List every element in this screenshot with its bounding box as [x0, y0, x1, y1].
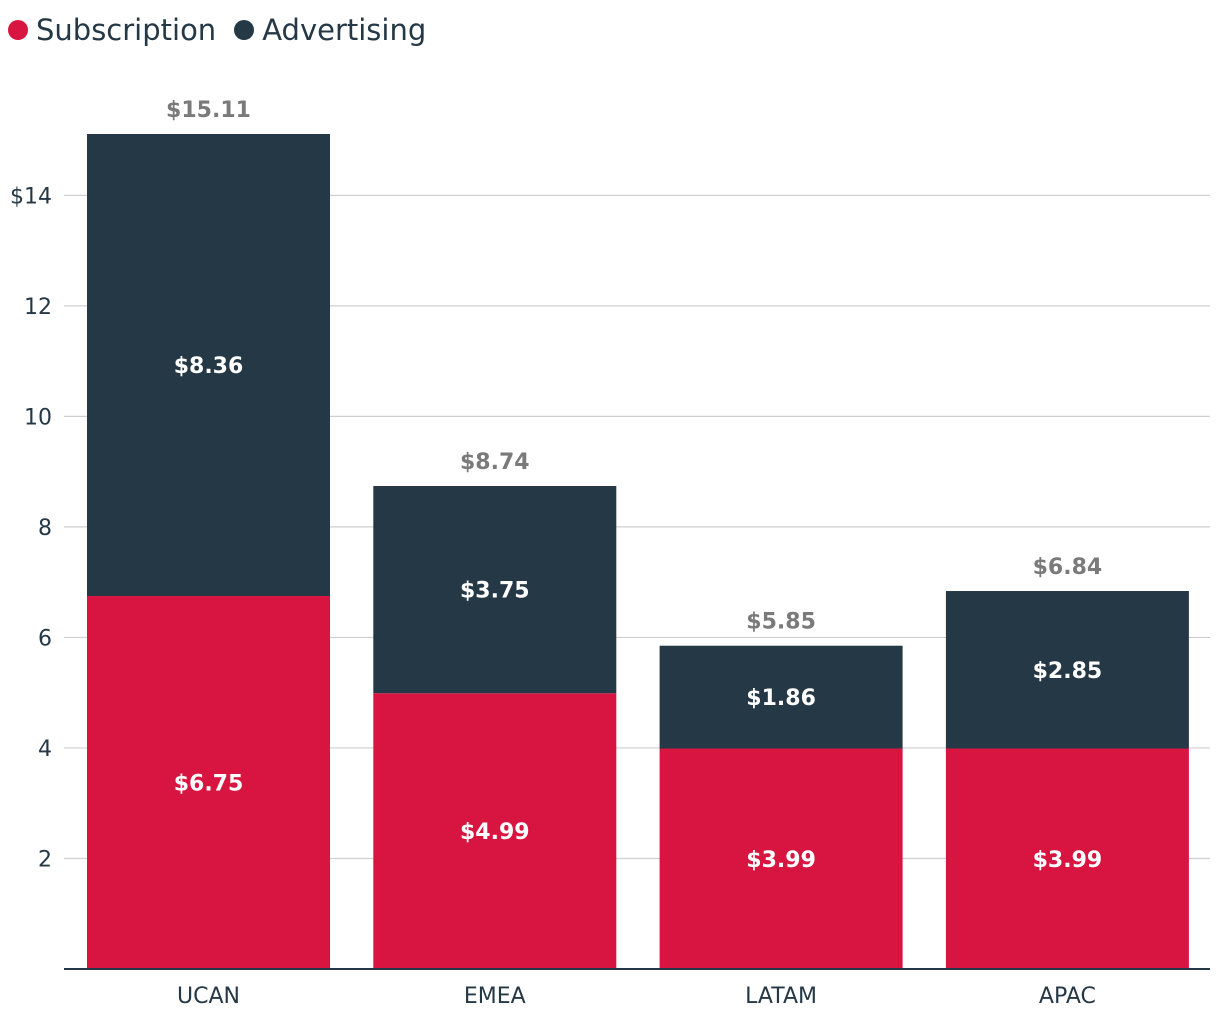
bar-emea-subscription[interactable] — [373, 693, 617, 969]
total-label-ucan: $15.11 — [166, 98, 251, 123]
data-label-ucan-subscription: $6.75 — [174, 771, 244, 796]
x-tick-label-emea: EMEA — [464, 984, 526, 1009]
chart-legend: Subscription Advertising — [8, 10, 426, 50]
legend-item-advertising[interactable]: Advertising — [234, 13, 426, 47]
data-label-emea-advertising: $3.75 — [460, 579, 530, 604]
y-tick-label-12: 12 — [24, 295, 52, 320]
x-tick-label-ucan: UCAN — [177, 984, 240, 1009]
y-tick-label-8: 8 — [38, 516, 52, 541]
legend-label-advertising: Advertising — [262, 13, 427, 47]
data-label-apac-advertising: $2.85 — [1033, 659, 1103, 684]
y-tick-label-10: 10 — [24, 405, 52, 430]
y-tick-label-6: 6 — [38, 626, 52, 651]
data-label-latam-subscription: $3.99 — [746, 848, 816, 873]
total-label-emea: $8.74 — [460, 450, 530, 475]
y-tick-label-14: $14 — [10, 184, 52, 209]
bar-apac-advertising[interactable] — [945, 591, 1189, 749]
bar-latam-advertising[interactable] — [659, 645, 903, 749]
bar-ucan-advertising[interactable] — [87, 134, 330, 596]
bar-apac-subscription[interactable] — [945, 748, 1189, 969]
bar-latam-subscription[interactable] — [659, 748, 903, 969]
legend-item-subscription[interactable]: Subscription — [8, 13, 216, 47]
y-tick-label-2: 2 — [38, 847, 52, 872]
data-label-ucan-advertising: $8.36 — [174, 354, 244, 379]
legend-swatch-subscription — [8, 20, 28, 40]
total-label-latam: $5.85 — [746, 610, 816, 635]
data-label-latam-advertising: $1.86 — [746, 686, 816, 711]
bars — [87, 134, 1189, 969]
data-label-apac-subscription: $3.99 — [1033, 848, 1103, 873]
bar-emea-advertising[interactable] — [373, 486, 617, 694]
labels: 2 4 6 8 10 12 $14 $6.75 $8.36 $15.11 UCAN $4.99 $3.7… — [10, 98, 1102, 1009]
total-label-apac: $6.84 — [1033, 555, 1103, 580]
data-label-emea-subscription: $4.99 — [460, 820, 530, 845]
bar-ucan-subscription[interactable] — [87, 595, 330, 969]
y-tick-label-4: 4 — [38, 737, 52, 762]
x-tick-label-apac: APAC — [1039, 984, 1096, 1009]
legend-label-subscription: Subscription — [36, 13, 217, 47]
x-tick-label-latam: LATAM — [745, 984, 817, 1009]
legend-swatch-advertising — [234, 20, 255, 40]
